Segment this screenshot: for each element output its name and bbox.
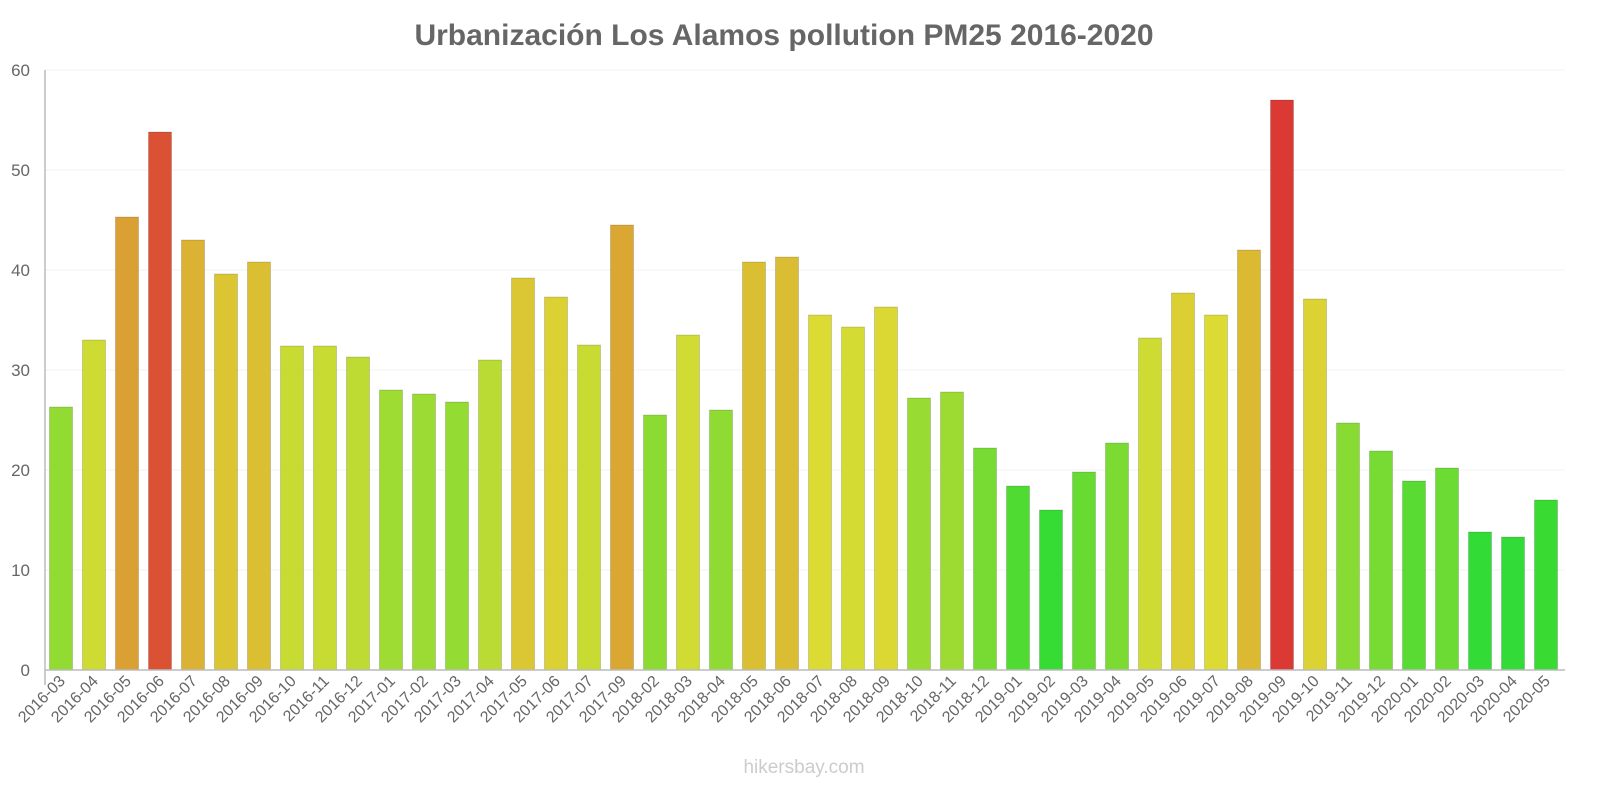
bar-2016-04[interactable]: [82, 339, 106, 671]
bar-2018-11[interactable]: [940, 391, 964, 671]
bar-2017-01[interactable]: [379, 389, 403, 671]
bar-2016-12[interactable]: [346, 356, 370, 671]
bar-2018-10[interactable]: [907, 397, 931, 671]
bar-2018-05[interactable]: [742, 261, 766, 671]
bar-2019-09[interactable]: [1270, 99, 1294, 671]
bar-2017-06[interactable]: [544, 296, 568, 671]
y-tick-label: 10: [11, 561, 30, 580]
bar-2017-05[interactable]: [511, 277, 535, 671]
chart-title: Urbanización Los Alamos pollution PM25 2…: [414, 19, 1153, 52]
bar-2018-06[interactable]: [775, 256, 799, 671]
y-tick-label: 30: [11, 361, 30, 380]
bar-2016-05[interactable]: [115, 216, 139, 671]
bar-2016-08[interactable]: [214, 273, 238, 671]
y-tick-label: 50: [11, 161, 30, 180]
bar-2016-09[interactable]: [247, 261, 271, 671]
bar-2016-06[interactable]: [148, 131, 172, 671]
bar-2018-03[interactable]: [676, 334, 700, 671]
y-tick-label: 60: [11, 61, 30, 80]
bar-2016-07[interactable]: [181, 239, 205, 671]
bar-2018-09[interactable]: [874, 306, 898, 671]
bar-2019-05[interactable]: [1138, 337, 1162, 671]
bar-2019-07[interactable]: [1204, 314, 1228, 671]
bar-2016-11[interactable]: [313, 345, 337, 671]
bar-2020-04[interactable]: [1501, 536, 1525, 671]
y-tick-label: 0: [21, 661, 30, 680]
bar-2019-11[interactable]: [1336, 422, 1360, 671]
bar-2019-06[interactable]: [1171, 292, 1195, 671]
bar-2017-02[interactable]: [412, 393, 436, 671]
bar-2019-02[interactable]: [1039, 509, 1063, 671]
y-tick-label: 20: [11, 461, 30, 480]
credit-watermark: hikersbay.com: [743, 757, 864, 778]
bar-2017-09[interactable]: [610, 224, 634, 671]
bar-2017-03[interactable]: [445, 401, 469, 671]
bar-2017-07[interactable]: [577, 344, 601, 671]
bar-2020-01[interactable]: [1402, 480, 1426, 671]
bar-2017-04[interactable]: [478, 359, 502, 671]
bar-2019-04[interactable]: [1105, 442, 1129, 671]
y-tick-label: 40: [11, 261, 30, 280]
bar-2019-03[interactable]: [1072, 471, 1096, 671]
bar-2019-10[interactable]: [1303, 298, 1327, 671]
bar-2019-12[interactable]: [1369, 450, 1393, 671]
bar-2020-03[interactable]: [1468, 531, 1492, 671]
bar-2018-08[interactable]: [841, 326, 865, 671]
bar-2018-02[interactable]: [643, 414, 667, 671]
bar-2018-04[interactable]: [709, 409, 733, 671]
bar-2020-02[interactable]: [1435, 467, 1459, 671]
bar-2016-03[interactable]: [49, 406, 73, 671]
bar-2018-07[interactable]: [808, 314, 832, 671]
bar-2019-08[interactable]: [1237, 249, 1261, 671]
bar-2018-12[interactable]: [973, 447, 997, 671]
bar-2016-10[interactable]: [280, 345, 304, 671]
bar-2019-01[interactable]: [1006, 485, 1030, 671]
bar-2020-05[interactable]: [1534, 499, 1558, 671]
